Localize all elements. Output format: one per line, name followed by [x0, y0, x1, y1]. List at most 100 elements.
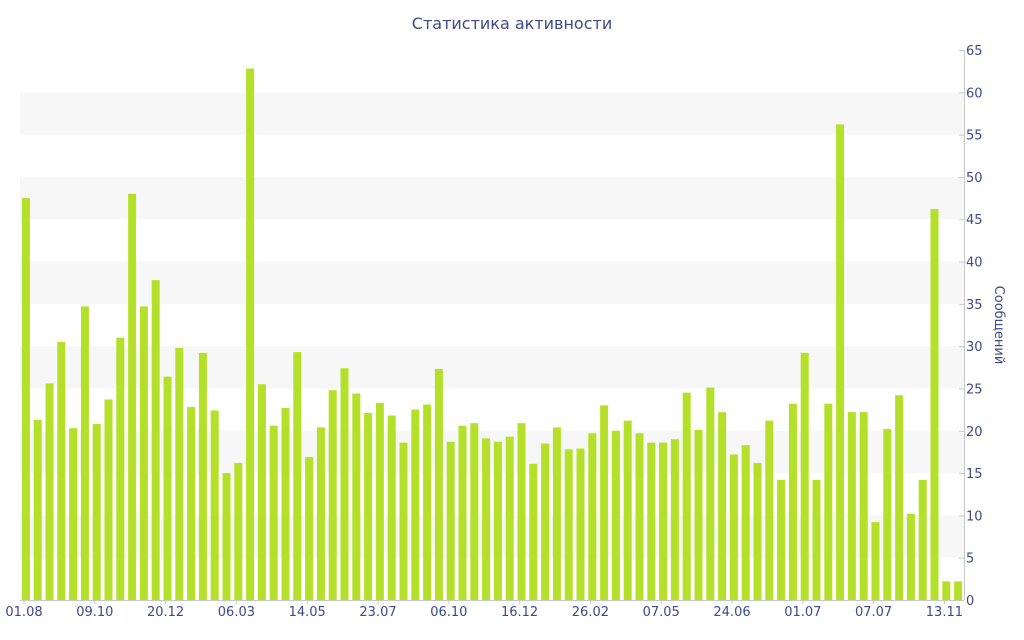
y-tick-label: 30	[966, 340, 983, 355]
bar[interactable]	[918, 479, 927, 600]
bar[interactable]	[187, 407, 196, 600]
bar[interactable]	[316, 427, 325, 600]
bar[interactable]	[423, 404, 432, 600]
bar[interactable]	[470, 423, 479, 600]
bar[interactable]	[588, 433, 597, 600]
bar[interactable]	[33, 419, 42, 600]
y-axis-ticks: 0 5 10 15 20 25 30 35 40 45 50 55 60 65	[959, 44, 983, 609]
bar[interactable]	[340, 368, 349, 600]
bar[interactable]	[493, 441, 502, 600]
bar[interactable]	[954, 581, 963, 600]
bar[interactable]	[399, 442, 408, 600]
bar[interactable]	[883, 429, 892, 600]
bar[interactable]	[564, 449, 573, 600]
bar[interactable]	[777, 479, 786, 600]
grid-band	[20, 261, 964, 304]
bar[interactable]	[163, 376, 172, 600]
bar[interactable]	[92, 424, 101, 600]
bar[interactable]	[505, 436, 514, 600]
bar[interactable]	[198, 352, 207, 600]
bar[interactable]	[411, 409, 420, 600]
chart-title: Статистика активности	[411, 14, 613, 33]
bar[interactable]	[600, 405, 609, 600]
bar[interactable]	[482, 438, 491, 600]
bar[interactable]	[847, 412, 856, 600]
bar[interactable]	[458, 425, 467, 600]
bar[interactable]	[895, 395, 904, 600]
x-tick-label: 26.02	[572, 605, 609, 620]
grid-bands	[20, 92, 964, 558]
bar[interactable]	[659, 442, 668, 600]
bar[interactable]	[812, 479, 821, 600]
bar[interactable]	[529, 463, 538, 600]
bar[interactable]	[765, 420, 774, 600]
bar[interactable]	[328, 390, 337, 600]
x-tick-label: 24.06	[713, 605, 750, 620]
bar[interactable]	[788, 403, 797, 600]
bar[interactable]	[942, 581, 951, 600]
bar[interactable]	[387, 415, 396, 600]
bar[interactable]	[257, 384, 266, 600]
grid-band	[20, 176, 964, 220]
bar[interactable]	[139, 306, 148, 600]
bar[interactable]	[623, 420, 632, 600]
bar[interactable]	[576, 448, 585, 600]
bar[interactable]	[836, 124, 845, 601]
bar[interactable]	[611, 430, 620, 600]
x-tick-label: 16.12	[501, 605, 538, 620]
bar[interactable]	[352, 393, 361, 600]
bar[interactable]	[128, 193, 137, 600]
bar[interactable]	[871, 522, 880, 600]
bar[interactable]	[293, 352, 302, 600]
x-tick-label: 13.11	[926, 605, 963, 620]
x-tick-label: 09.10	[76, 605, 113, 620]
bar[interactable]	[269, 425, 278, 600]
bar[interactable]	[635, 433, 644, 600]
bar[interactable]	[305, 457, 314, 600]
y-tick-label: 25	[966, 382, 983, 397]
bar[interactable]	[116, 337, 125, 600]
bar[interactable]	[753, 462, 762, 600]
bar[interactable]	[729, 454, 738, 600]
bar[interactable]	[670, 439, 679, 600]
bar[interactable]	[80, 306, 89, 600]
bar[interactable]	[45, 383, 54, 600]
bar[interactable]	[541, 443, 550, 600]
bar[interactable]	[741, 445, 750, 600]
bar[interactable]	[694, 429, 703, 600]
y-tick-label: 35	[966, 298, 983, 313]
bar[interactable]	[281, 407, 290, 600]
y-tick-label: 15	[966, 467, 983, 482]
grid-band	[20, 92, 964, 135]
bar[interactable]	[859, 412, 868, 600]
x-tick-label: 01.07	[784, 605, 821, 620]
bar[interactable]	[434, 369, 443, 600]
bar[interactable]	[800, 352, 809, 600]
bar[interactable]	[375, 402, 384, 600]
bar[interactable]	[364, 413, 373, 600]
bar[interactable]	[824, 403, 833, 600]
bar[interactable]	[21, 198, 30, 600]
bar[interactable]	[175, 347, 184, 600]
bar[interactable]	[930, 209, 939, 600]
bar[interactable]	[706, 387, 715, 600]
bar[interactable]	[222, 473, 231, 600]
bar[interactable]	[57, 341, 66, 600]
bar[interactable]	[104, 399, 113, 600]
bar[interactable]	[246, 68, 255, 601]
bar[interactable]	[906, 513, 915, 600]
grid-band	[20, 515, 964, 558]
bar[interactable]	[210, 410, 219, 600]
y-axis-title: Сообщений	[991, 286, 1006, 365]
x-tick-label: 06.10	[430, 605, 467, 620]
bar[interactable]	[718, 412, 727, 600]
bar[interactable]	[647, 442, 656, 600]
bar[interactable]	[151, 280, 160, 600]
bar[interactable]	[234, 462, 243, 600]
bar[interactable]	[682, 392, 691, 600]
bar[interactable]	[446, 441, 455, 600]
bar[interactable]	[552, 427, 561, 600]
bar[interactable]	[517, 423, 526, 600]
x-axis-ticks: 01.08 09.10 20.12 06.03 14.05 23.07 06.10 16.12…	[5, 600, 963, 620]
bar[interactable]	[69, 428, 78, 600]
